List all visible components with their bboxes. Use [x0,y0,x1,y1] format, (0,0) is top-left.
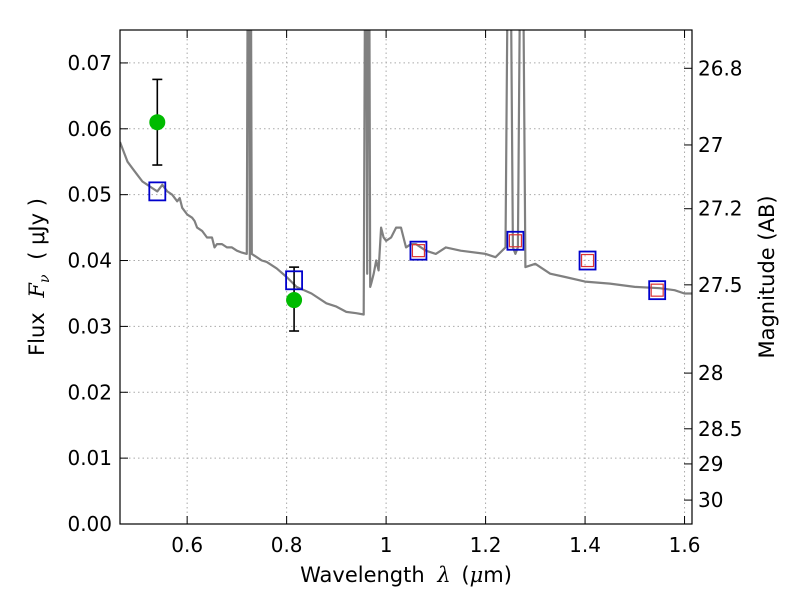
observed-point [149,78,166,166]
model-inner-box [650,283,664,297]
y-tick-label: 0.01 [67,446,112,470]
ticks-layer: 0.6 0.8 1 1.2 1.4 1.6 0.00 0.01 0.02 0.03 0.04 0.05… [67,30,743,557]
plot-frame [119,29,693,525]
y2-tick-label: 28 [698,361,723,385]
model-point [578,250,597,271]
y2-tick-label: 27 [698,133,723,157]
observed-marker [286,292,303,309]
x-tick-label: 1.6 [669,533,701,557]
spectrum-layer [120,30,692,316]
points-layer [148,78,667,332]
model-box [648,280,667,301]
observed-point [286,266,303,332]
x-tick-label: 1.2 [470,533,502,557]
x-tick-label: 1.4 [569,533,601,557]
x-tick-label: 0.6 [171,533,203,557]
y-tick-label: 0.06 [67,117,112,141]
model-point [506,230,525,251]
y-tick-label: 0.04 [67,249,112,273]
y-tick-label: 0.05 [67,183,112,207]
y2-tick-label: 28.5 [698,417,743,441]
y-tick-label: 0.00 [67,512,112,536]
model-box [578,250,597,271]
x-axis-label: Wavelength λ (μm) [300,563,512,587]
y-axis-label: Flux Fν ( μJy ) [25,198,54,356]
model-box [409,240,428,261]
observed-marker [149,114,166,131]
x-tick-label: 1 [380,533,393,557]
y2-tick-label: 29 [698,452,723,476]
y2-tick-label: 27.5 [698,273,743,297]
model-box [285,270,303,291]
y-tick-label: 0.02 [67,380,112,404]
model-point [409,240,428,261]
y-tick-label: 0.03 [67,314,112,338]
y-tick-label: 0.07 [67,51,112,75]
model-inner-box [508,234,523,248]
model-point [648,280,667,301]
model-point [285,270,303,291]
grid [120,30,692,524]
spectrum-line [120,30,692,316]
y2-tick-label: 27.2 [698,197,743,221]
model-inner-box [411,244,426,258]
x-tick-label: 0.8 [271,533,303,557]
model-inner-box [580,253,595,268]
y2-tick-label: 26.8 [698,56,743,80]
y2-axis-label: Magnitude (AB) [755,195,779,358]
y2-tick-label: 30 [698,488,723,512]
model-point [148,181,167,202]
model-box [506,230,525,251]
model-box [148,181,167,202]
